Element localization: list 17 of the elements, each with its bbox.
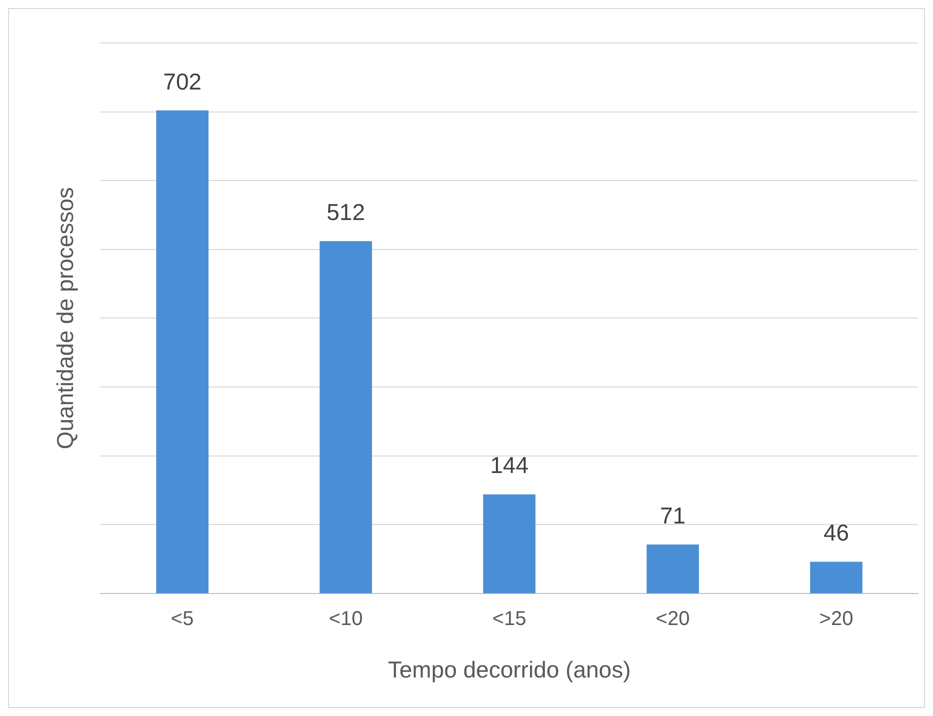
bar [320,241,372,594]
x-tick-label: <5 [170,608,194,630]
data-label: 702 [163,68,202,94]
bar [810,562,862,594]
x-tick-label: <20 [656,608,690,630]
data-label: 46 [823,520,850,546]
data-label: 144 [490,452,529,478]
y-axis-title: Quantidade de processos [52,187,78,450]
bar [646,544,699,594]
data-label: 512 [326,198,366,225]
data-label: 71 [660,502,686,528]
x-tick-label: >20 [819,608,854,630]
bar [156,110,208,594]
x-tick-label: <10 [328,608,363,630]
x-axis-title: Tempo decorrido (anos) [388,656,631,683]
bar [483,494,536,594]
x-tick-label: <15 [492,608,526,630]
